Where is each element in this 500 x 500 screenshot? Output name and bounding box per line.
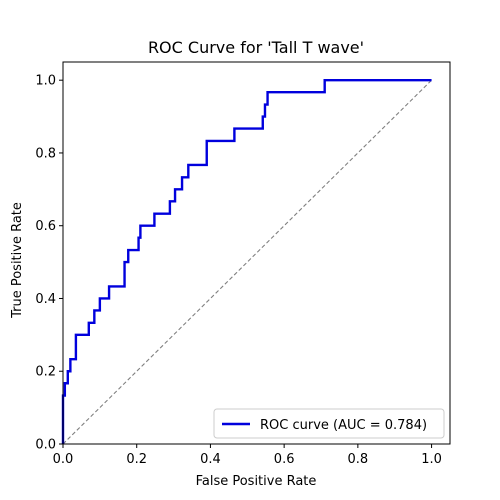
plot-frame [62, 61, 451, 445]
y-axis-ticks: 0.0 0.2 0.4 0.6 0.8 1.0 [35, 74, 63, 453]
legend-box [213, 408, 445, 439]
y-tick-label: 0.0 [35, 438, 56, 453]
legend: ROC curve (AUC = 0.784) [213, 408, 445, 439]
y-tick-label: 1.0 [35, 74, 56, 89]
y-tick-label: 0.2 [35, 365, 56, 380]
y-axis-label: True Positive Rate [10, 202, 25, 319]
x-axis-ticks: 0.0 0.2 0.4 0.6 0.8 1.0 [53, 444, 442, 467]
x-tick-label: 1.0 [421, 452, 442, 467]
y-tick-label: 0.4 [35, 292, 56, 307]
chart-title: ROC Curve for 'Tall T wave' [148, 38, 364, 57]
y-tick-label: 0.6 [35, 219, 56, 234]
legend-label-roc-curve: ROC curve (AUC = 0.784) [260, 418, 427, 433]
x-axis-label: False Positive Rate [196, 474, 317, 489]
roc-curve-line [61, 78, 432, 444]
series-layer [61, 78, 432, 445]
x-tick-label: 0.4 [200, 452, 221, 467]
y-tick-label: 0.8 [35, 146, 56, 161]
x-tick-label: 0.2 [126, 452, 147, 467]
x-tick-label: 0.8 [348, 452, 369, 467]
x-tick-label: 0.6 [274, 452, 295, 467]
chance-diagonal-line [62, 79, 432, 445]
x-tick-label: 0.0 [53, 452, 74, 467]
